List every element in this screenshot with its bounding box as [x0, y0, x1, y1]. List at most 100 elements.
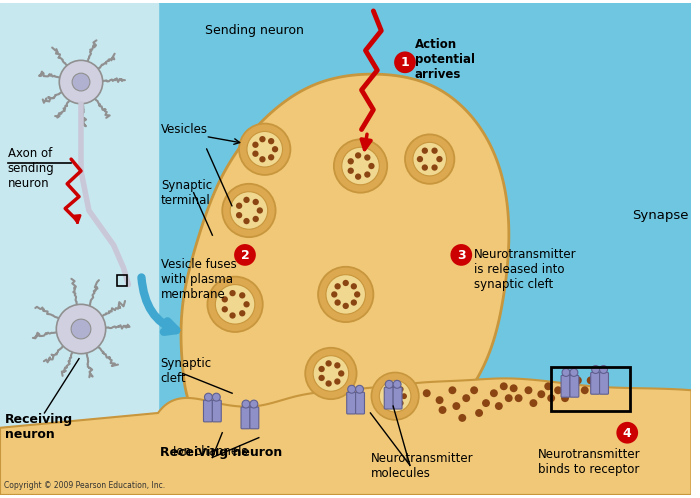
- Text: Neurotransmitter
molecules: Neurotransmitter molecules: [370, 453, 473, 481]
- Polygon shape: [0, 378, 692, 495]
- Circle shape: [431, 147, 438, 154]
- Circle shape: [342, 303, 349, 309]
- Text: Receiving
neuron: Receiving neuron: [5, 413, 73, 441]
- Circle shape: [384, 389, 390, 395]
- Circle shape: [592, 366, 600, 374]
- Circle shape: [439, 406, 447, 414]
- FancyBboxPatch shape: [241, 407, 250, 429]
- Circle shape: [335, 299, 341, 306]
- Circle shape: [372, 373, 419, 420]
- Circle shape: [368, 163, 374, 169]
- Text: Neurotransmitter
binds to receptor: Neurotransmitter binds to receptor: [538, 448, 641, 476]
- Circle shape: [71, 319, 91, 339]
- Circle shape: [318, 375, 325, 381]
- Circle shape: [385, 380, 393, 388]
- Circle shape: [234, 244, 256, 266]
- Circle shape: [452, 402, 461, 410]
- Circle shape: [617, 422, 638, 444]
- Circle shape: [230, 290, 236, 296]
- Circle shape: [462, 394, 470, 402]
- Circle shape: [435, 396, 444, 404]
- Circle shape: [393, 380, 401, 388]
- Text: 1: 1: [400, 56, 410, 69]
- Circle shape: [510, 384, 517, 392]
- Circle shape: [413, 142, 447, 176]
- Circle shape: [354, 291, 360, 298]
- Text: Synaptic
cleft: Synaptic cleft: [160, 357, 211, 384]
- FancyBboxPatch shape: [212, 400, 221, 422]
- Circle shape: [421, 147, 428, 154]
- Circle shape: [334, 139, 387, 193]
- Circle shape: [379, 380, 411, 412]
- Polygon shape: [181, 74, 509, 448]
- Circle shape: [355, 173, 361, 180]
- Circle shape: [458, 414, 466, 422]
- Circle shape: [423, 389, 430, 397]
- Circle shape: [207, 277, 262, 332]
- Circle shape: [236, 212, 242, 218]
- Bar: [117, 275, 127, 285]
- Text: Action
potential
arrives: Action potential arrives: [415, 38, 475, 81]
- Circle shape: [421, 164, 428, 171]
- Text: 2: 2: [241, 249, 249, 262]
- Circle shape: [601, 376, 608, 384]
- Circle shape: [239, 310, 246, 316]
- FancyBboxPatch shape: [384, 387, 393, 409]
- FancyBboxPatch shape: [591, 373, 600, 394]
- Bar: [0, 3, 158, 495]
- Circle shape: [318, 366, 325, 372]
- Circle shape: [594, 384, 601, 392]
- Circle shape: [390, 384, 396, 390]
- Bar: [551, 367, 630, 411]
- Circle shape: [268, 138, 274, 144]
- Circle shape: [384, 397, 390, 403]
- FancyBboxPatch shape: [570, 375, 579, 397]
- Circle shape: [562, 369, 570, 376]
- Circle shape: [364, 171, 370, 178]
- Circle shape: [216, 284, 255, 324]
- Circle shape: [348, 168, 354, 174]
- Circle shape: [436, 156, 442, 162]
- Circle shape: [394, 51, 416, 73]
- Circle shape: [581, 386, 589, 394]
- Circle shape: [259, 156, 265, 162]
- Circle shape: [569, 384, 577, 392]
- Circle shape: [230, 192, 267, 229]
- Circle shape: [554, 386, 562, 394]
- Circle shape: [405, 134, 454, 184]
- Circle shape: [547, 394, 555, 402]
- Text: 4: 4: [623, 427, 631, 440]
- Circle shape: [500, 382, 507, 390]
- Circle shape: [587, 376, 594, 384]
- Text: 3: 3: [457, 249, 466, 262]
- Circle shape: [239, 292, 246, 298]
- Circle shape: [242, 400, 250, 408]
- Circle shape: [342, 280, 349, 286]
- Circle shape: [342, 147, 379, 185]
- Circle shape: [390, 402, 396, 408]
- FancyBboxPatch shape: [250, 407, 259, 429]
- FancyBboxPatch shape: [204, 400, 212, 422]
- Circle shape: [204, 393, 212, 401]
- Circle shape: [236, 203, 242, 209]
- Circle shape: [313, 356, 349, 391]
- FancyBboxPatch shape: [346, 392, 356, 414]
- Circle shape: [326, 360, 332, 367]
- Circle shape: [348, 385, 356, 393]
- Text: Ion channels: Ion channels: [173, 445, 248, 458]
- FancyBboxPatch shape: [356, 392, 365, 414]
- Text: Copyright © 2009 Pearson Education, Inc.: Copyright © 2009 Pearson Education, Inc.: [4, 481, 165, 490]
- Circle shape: [514, 394, 522, 402]
- Circle shape: [318, 267, 373, 322]
- FancyBboxPatch shape: [600, 373, 608, 394]
- Circle shape: [398, 400, 404, 406]
- Circle shape: [356, 385, 363, 393]
- Text: Synaptic
terminal: Synaptic terminal: [161, 179, 212, 207]
- Circle shape: [538, 390, 545, 398]
- Circle shape: [222, 296, 228, 302]
- Circle shape: [272, 146, 278, 152]
- Circle shape: [252, 141, 258, 148]
- FancyBboxPatch shape: [393, 387, 402, 409]
- Circle shape: [259, 136, 265, 142]
- Circle shape: [334, 362, 340, 369]
